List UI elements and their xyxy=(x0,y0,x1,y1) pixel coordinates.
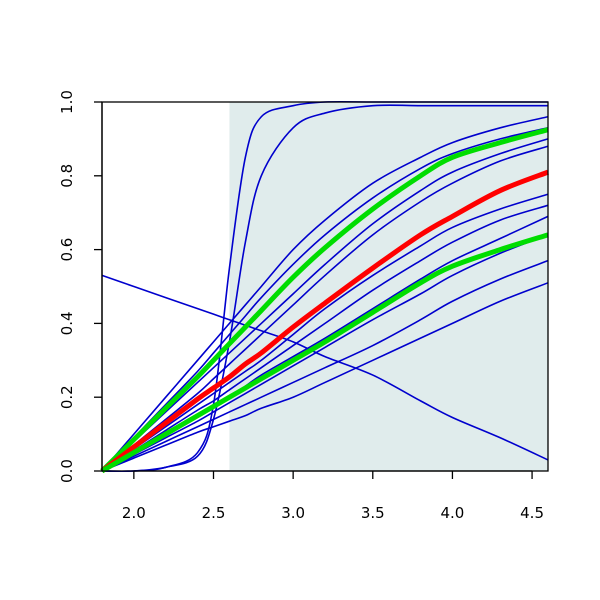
y-tick-label: 0.4 xyxy=(58,311,76,335)
x-tick-label: 2.0 xyxy=(122,504,146,522)
series-line-13-blue xyxy=(101,274,549,461)
series-line-2-blue xyxy=(101,104,548,473)
y-tick-label: 1.0 xyxy=(58,90,76,114)
x-tick-label: 2.5 xyxy=(202,504,226,522)
series-line-11-blue xyxy=(101,259,549,472)
series-line-10-blue xyxy=(101,234,549,472)
x-tick-label: 3.5 xyxy=(361,504,385,522)
series-line-7-blue xyxy=(101,193,549,472)
series-line-12-blue xyxy=(101,282,549,472)
y-tick-label: 0.6 xyxy=(58,238,76,262)
series-line-4-blue xyxy=(101,127,549,472)
shaded-region xyxy=(229,102,548,471)
x-tick-label: 3.0 xyxy=(281,504,305,522)
y-tick-label: 0.8 xyxy=(58,164,76,188)
series-line-8-blue xyxy=(101,204,549,472)
x-tick-label: 4.0 xyxy=(440,504,464,522)
series-line-14-green xyxy=(100,127,549,473)
series-line-16-green xyxy=(100,232,549,474)
x-tick-label: 4.5 xyxy=(520,504,544,522)
series-line-3-blue xyxy=(101,115,549,472)
series-layer xyxy=(100,100,549,474)
axes: 2.0 2.5 3.0 3.5 4.0 4.5 0.0 0.2 0.4 0.6 0.8 1.0 xyxy=(58,90,544,522)
series-line-5-blue xyxy=(101,138,549,472)
y-tick-label: 0.0 xyxy=(58,459,76,483)
y-tick-label: 0.2 xyxy=(58,385,76,409)
series-line-6-blue xyxy=(101,145,549,472)
series-line-15-red xyxy=(100,169,549,473)
